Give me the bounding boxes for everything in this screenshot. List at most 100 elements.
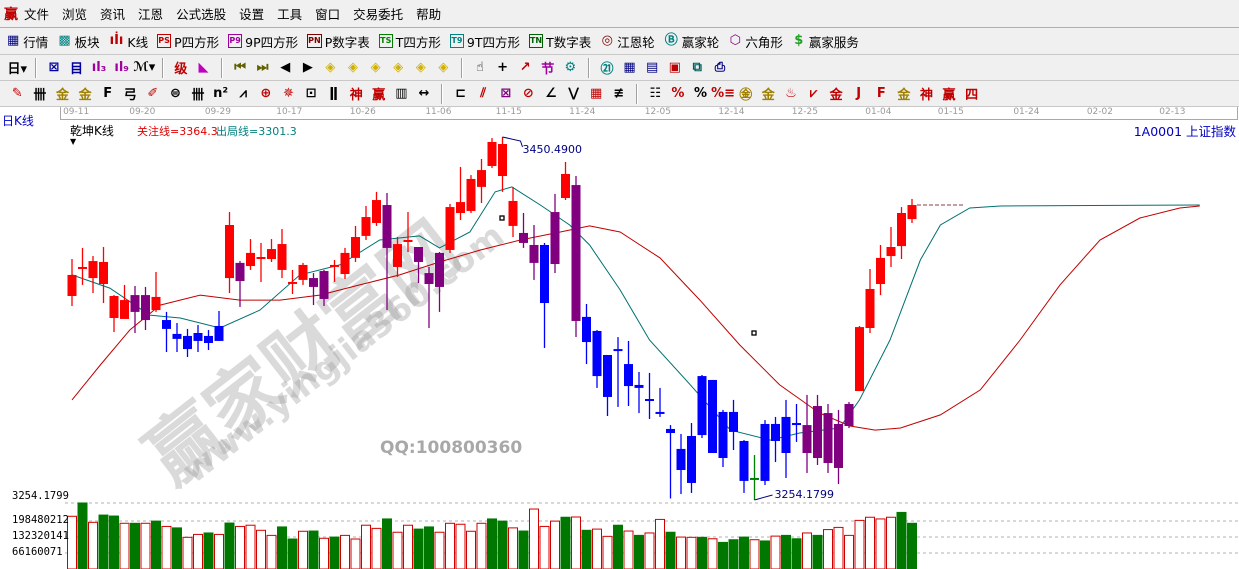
wave-icon[interactable]: ⋁: [568, 86, 580, 101]
jie-icon[interactable]: 节: [541, 62, 555, 77]
rect-icon[interactable]: ⊏: [455, 86, 467, 101]
first-icon[interactable]: ⏮: [234, 60, 246, 75]
toolbar-button-p-number-table[interactable]: PN P数字表: [307, 32, 370, 51]
lines-b-icon[interactable]: ≢: [613, 86, 625, 101]
toolbar-button-quote[interactable]: ▦ 行情: [6, 32, 48, 51]
gold-lines-icon[interactable]: 金: [761, 88, 775, 103]
toolbar-button-t-number-table[interactable]: TN T数字表: [528, 32, 591, 51]
flame-icon[interactable]: ♨: [785, 86, 797, 101]
ying-fan-icon[interactable]: 赢: [942, 88, 956, 103]
grid-b-icon[interactable]: 卌: [191, 88, 205, 103]
menu-item[interactable]: 设置: [239, 7, 265, 22]
circle-grid-icon[interactable]: ⊜: [170, 86, 181, 101]
shen-icon[interactable]: 神: [349, 88, 363, 103]
gold-c-icon[interactable]: 金: [829, 88, 843, 103]
menu-item[interactable]: 浏览: [62, 7, 88, 22]
percent-a-icon[interactable]: %: [671, 86, 685, 101]
info-icon[interactable]: 目: [69, 62, 83, 77]
candle: [414, 247, 423, 284]
network-icon[interactable]: ⧉: [692, 60, 702, 75]
menu-item[interactable]: 公式选股: [176, 7, 227, 22]
gold-a-icon[interactable]: 金: [55, 88, 69, 103]
period-label[interactable]: 日K线: [2, 114, 34, 128]
move-left-icon[interactable]: ◈: [325, 60, 336, 75]
f-tool-icon[interactable]: F: [103, 86, 113, 101]
toolbar-button-9t-square[interactable]: T9 9T四方形: [449, 32, 520, 51]
period-select-icon[interactable]: 日▾: [7, 62, 28, 77]
menu-item[interactable]: 资讯: [100, 7, 126, 22]
crosshair-icon[interactable]: +: [497, 60, 509, 75]
expand-icon[interactable]: ◈: [415, 60, 426, 75]
square-target-icon[interactable]: ⊡: [305, 86, 317, 101]
gold-circle-icon[interactable]: ㊎: [739, 88, 753, 103]
bars-9-icon[interactable]: ıl₉: [114, 60, 129, 75]
toolbar-button-t-square[interactable]: TS T四方形: [378, 32, 441, 51]
shen-fan-icon[interactable]: 神: [919, 88, 933, 103]
grid-a-icon[interactable]: 卌: [33, 88, 47, 103]
dropdown-arrow-icon[interactable]: ▼: [70, 137, 77, 146]
fan-a-icon[interactable]: ⫽: [480, 86, 487, 101]
hand-icon[interactable]: ☝: [476, 60, 484, 75]
calculator-icon[interactable]: ▦: [623, 60, 636, 75]
percent-b-icon[interactable]: %: [694, 86, 708, 101]
bow-icon[interactable]: 弓: [123, 88, 137, 103]
gold-b-icon[interactable]: 金: [78, 88, 92, 103]
toolbar-button-hexagon[interactable]: ⬡ 六角形: [728, 32, 783, 51]
line-tool-icon[interactable]: ↗: [519, 60, 531, 75]
menu-item[interactable]: 江恩: [138, 7, 164, 22]
box-fan-icon[interactable]: ⊠: [500, 86, 512, 101]
measure-icon[interactable]: ↔: [418, 86, 430, 101]
gold-fan-icon[interactable]: 金: [897, 88, 911, 103]
circle-cross-icon[interactable]: ⊕: [260, 86, 272, 101]
pen-icon[interactable]: ✎: [11, 86, 23, 101]
save-icon[interactable]: ▣: [668, 60, 681, 75]
list-icon[interactable]: ☷: [649, 86, 662, 101]
indicator-name[interactable]: 乾坤K线 ▼: [70, 122, 114, 146]
next-icon[interactable]: ▶: [302, 60, 313, 75]
level-icon[interactable]: 级: [174, 62, 188, 77]
star-icon[interactable]: ✵: [282, 86, 294, 101]
menu-item[interactable]: 帮助: [416, 7, 442, 22]
toolbar-button-p-square[interactable]: PS P四方形: [157, 32, 219, 51]
prev-icon[interactable]: ◀: [280, 60, 291, 75]
print-icon[interactable]: ⎙: [714, 60, 726, 75]
j-fan-icon[interactable]: J: [856, 86, 862, 101]
shrink-icon[interactable]: ◈: [438, 60, 449, 75]
document-icon[interactable]: ▤: [645, 60, 659, 75]
indicator-menu-icon[interactable]: ℳ▾: [133, 60, 156, 75]
toolbar-button-winner-service[interactable]: $ 赢家服务: [792, 32, 859, 51]
percent-lines-icon[interactable]: %≡: [711, 86, 736, 101]
bars-3-icon[interactable]: ıl₃: [91, 60, 107, 75]
toolbar-button-9p-square[interactable]: P9 9P四方形: [228, 32, 298, 51]
angle-a-icon[interactable]: ⩘: [239, 86, 247, 101]
lines-a-icon[interactable]: ǁ: [329, 86, 338, 101]
menu-item[interactable]: 交易委托: [353, 7, 404, 22]
calendar-icon[interactable]: ㉑: [600, 62, 614, 77]
toolbar-button-winner-wheel[interactable]: Ⓑ 赢家轮: [664, 32, 720, 51]
toolbar-button-gann-wheel[interactable]: ◎ 江恩轮: [600, 32, 655, 51]
zoom-out-icon[interactable]: ◈: [393, 60, 404, 75]
toolbar-button-sector[interactable]: ▩ 板块: [57, 32, 99, 51]
four-fan-icon[interactable]: 四: [965, 88, 979, 103]
f-fan-icon[interactable]: F: [876, 86, 886, 101]
n-square-icon[interactable]: n²: [213, 86, 229, 101]
grid-c-icon[interactable]: ▥: [395, 86, 408, 101]
flag-icon[interactable]: ◣: [198, 60, 209, 75]
zoom-in-icon[interactable]: ◈: [370, 60, 381, 75]
fan-b-icon[interactable]: ⊘: [522, 86, 534, 101]
last-icon[interactable]: ⏭: [256, 60, 269, 75]
quote-window-icon[interactable]: ⊠: [48, 60, 60, 75]
angle-b-icon[interactable]: ∠: [545, 86, 557, 101]
toolbar-button-kline[interactable]: ıİı K线: [109, 32, 148, 51]
menu-item[interactable]: 文件: [24, 7, 50, 22]
volume-bar: [833, 526, 844, 569]
menu-item[interactable]: 窗口: [315, 7, 341, 22]
ying-icon[interactable]: 赢: [372, 88, 386, 103]
pen-b-icon[interactable]: ✐: [147, 86, 159, 101]
move-right-icon[interactable]: ◈: [348, 60, 359, 75]
gear-icon[interactable]: ⚙: [564, 60, 577, 75]
angle-c-icon[interactable]: ⩗: [809, 86, 818, 101]
grid-d-icon[interactable]: ▦: [589, 86, 603, 101]
menu-item[interactable]: 工具: [277, 7, 303, 22]
